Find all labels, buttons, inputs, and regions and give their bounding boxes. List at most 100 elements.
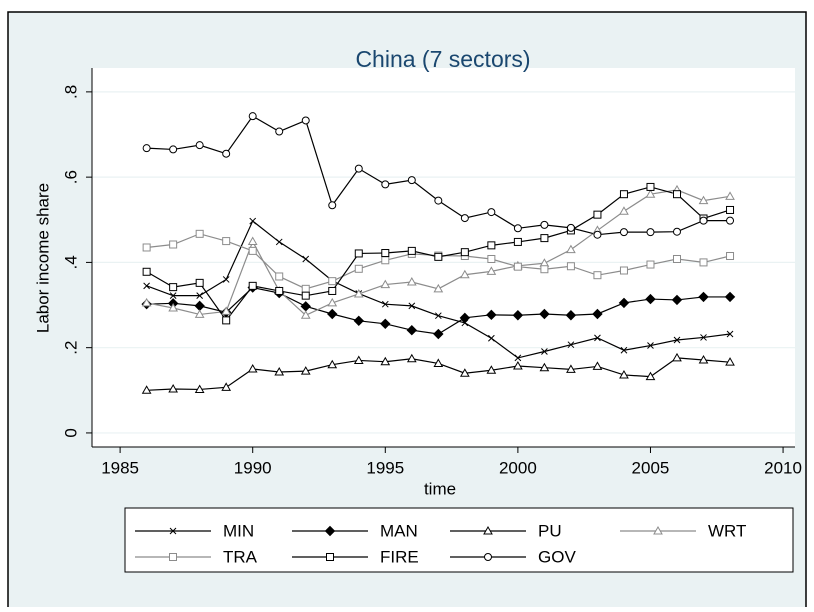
marker <box>380 356 391 366</box>
marker <box>168 303 179 312</box>
marker <box>301 291 310 300</box>
marker <box>698 355 709 364</box>
marker <box>726 330 734 338</box>
marker <box>433 328 444 340</box>
marker <box>565 310 577 321</box>
x-tick-label: 2000 <box>499 458 537 477</box>
legend-box <box>124 507 794 573</box>
marker <box>486 309 497 321</box>
y-axis-title: Labor income share <box>33 183 52 333</box>
marker <box>275 286 284 295</box>
chart-title: China (7 sectors) <box>355 46 530 72</box>
marker <box>646 182 655 191</box>
marker <box>300 310 311 319</box>
marker <box>407 246 416 255</box>
marker <box>328 201 337 210</box>
marker <box>406 324 418 336</box>
legend-label: MIN <box>223 521 254 540</box>
legend-marker <box>169 553 177 561</box>
marker <box>327 359 338 369</box>
marker <box>380 318 391 330</box>
marker <box>673 336 681 344</box>
marker <box>381 300 389 308</box>
marker <box>487 241 496 250</box>
marker <box>567 341 575 349</box>
marker <box>619 228 628 237</box>
legend-label: PU <box>538 521 562 540</box>
marker <box>647 342 654 349</box>
marker <box>169 292 177 300</box>
x-tick-label: 2010 <box>764 458 802 477</box>
marker <box>541 348 548 355</box>
marker <box>619 206 629 215</box>
marker <box>328 277 337 286</box>
marker <box>646 260 655 269</box>
marker <box>725 357 735 366</box>
marker <box>434 196 443 205</box>
marker <box>327 308 338 320</box>
marker <box>594 334 601 342</box>
legend-marker <box>326 553 334 561</box>
marker <box>434 312 442 320</box>
marker <box>645 293 656 305</box>
marker <box>513 224 522 233</box>
marker <box>698 291 709 303</box>
marker <box>221 382 232 391</box>
x-tick-label: 2005 <box>632 458 670 477</box>
marker <box>354 249 363 258</box>
marker <box>141 297 152 307</box>
marker <box>619 266 628 275</box>
marker <box>300 366 311 375</box>
marker <box>513 262 522 271</box>
marker <box>143 282 150 290</box>
marker <box>407 176 416 185</box>
marker <box>249 217 257 225</box>
marker <box>593 230 602 239</box>
marker <box>381 180 390 189</box>
marker <box>539 308 550 320</box>
marker <box>247 236 258 246</box>
marker <box>645 189 656 198</box>
x-tick-label: 1985 <box>101 458 139 477</box>
marker <box>672 254 681 263</box>
marker <box>222 237 231 246</box>
marker <box>354 264 363 273</box>
marker <box>248 246 257 255</box>
marker <box>619 369 629 379</box>
marker <box>196 292 204 300</box>
marker <box>274 366 285 376</box>
marker <box>672 352 682 362</box>
marker <box>380 279 391 289</box>
marker <box>434 252 443 261</box>
legend-marker <box>653 525 663 535</box>
legend-marker <box>169 527 177 535</box>
marker <box>486 266 497 275</box>
legend-marker <box>324 525 336 537</box>
marker <box>406 277 417 286</box>
marker <box>222 276 230 283</box>
legend-label: FIRE <box>380 547 419 566</box>
marker <box>248 281 257 290</box>
legend-label: GOV <box>538 547 576 566</box>
marker <box>301 284 310 293</box>
marker <box>406 353 417 363</box>
marker <box>302 255 310 263</box>
marker <box>221 306 232 315</box>
y-tick-label: .6 <box>61 170 80 184</box>
marker <box>539 362 550 372</box>
marker <box>540 234 549 243</box>
marker <box>194 384 205 393</box>
marker <box>726 252 735 261</box>
marker <box>142 267 151 276</box>
marker <box>725 191 735 200</box>
y-tick-label: .8 <box>61 85 80 99</box>
marker <box>487 254 496 263</box>
marker <box>353 288 364 298</box>
marker <box>353 355 364 364</box>
x-tick-label: 1995 <box>366 458 404 477</box>
marker <box>540 220 549 229</box>
legend-label: MAN <box>380 521 418 540</box>
marker <box>700 334 707 341</box>
marker <box>672 227 681 236</box>
